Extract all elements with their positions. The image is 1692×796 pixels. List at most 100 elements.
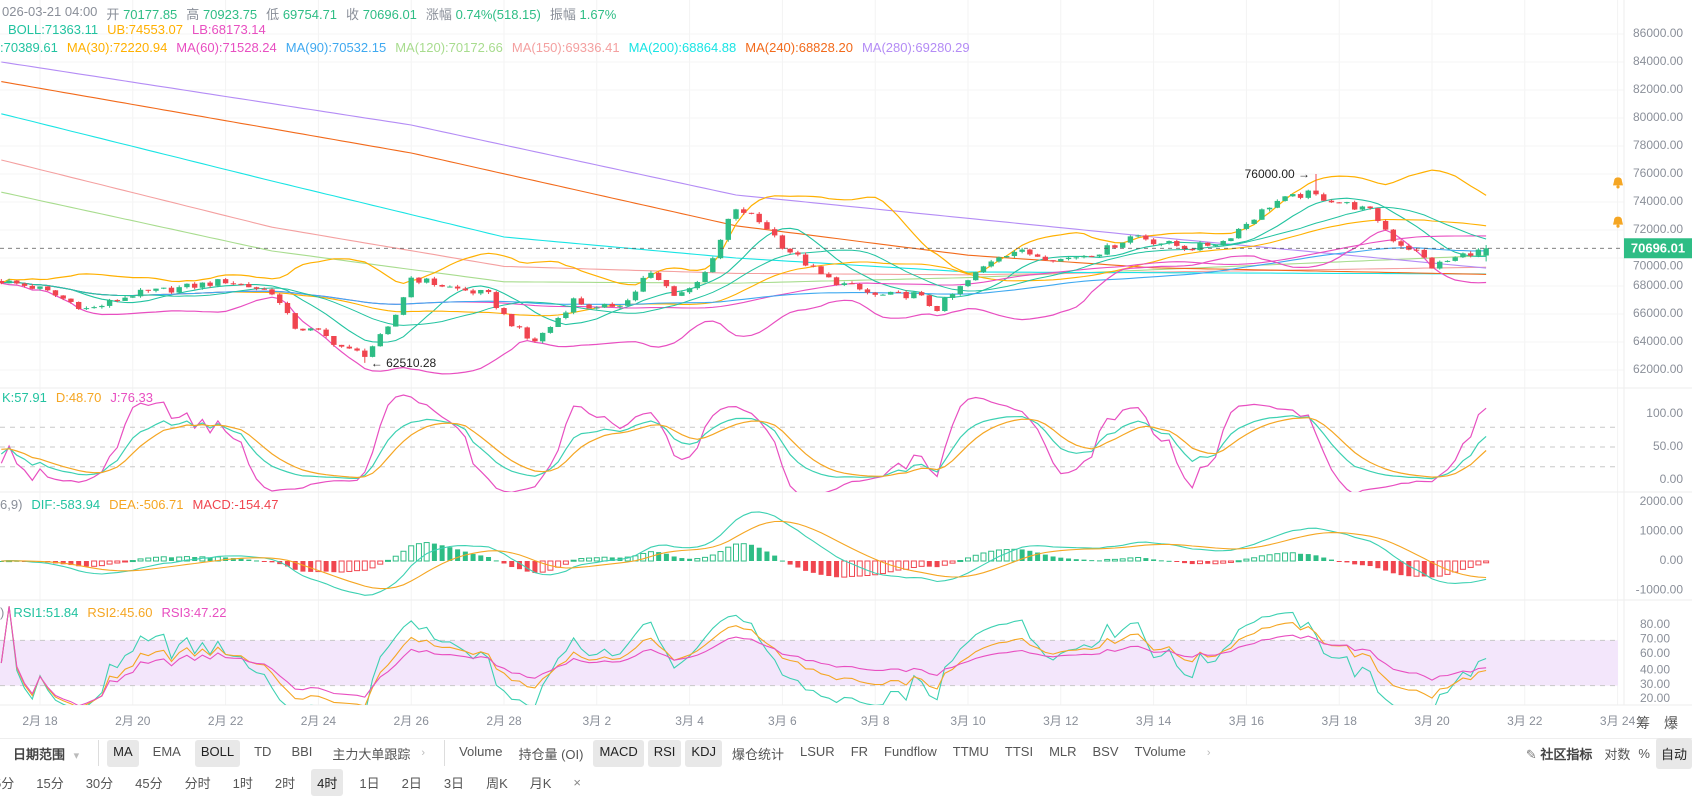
interval-3-[interactable]: 3日	[443, 775, 465, 791]
current-price-value: 70696.01	[1631, 241, 1685, 256]
kline-chart[interactable]: 86000.00 84000.00 82000.00 80000.00 78000.00…	[0, 0, 1692, 736]
candle	[741, 207, 747, 215]
ma-legend-item: MA(30):72220.94	[66, 40, 168, 55]
price-axis-label: 76000.00	[1633, 166, 1683, 180]
macd-histogram-bar	[284, 561, 290, 567]
macd-histogram-bar	[385, 559, 392, 562]
candle-body	[1127, 236, 1134, 243]
chip-distribution-button[interactable]: 筹	[1636, 715, 1650, 731]
interval-2-[interactable]: 2时	[274, 775, 296, 791]
candle-body	[1367, 206, 1373, 209]
interval-4-[interactable]: 4时	[311, 768, 344, 796]
macd-histogram-bar	[934, 561, 940, 568]
main-indicator-td[interactable]: TD	[254, 743, 272, 759]
macd-histogram-bar	[346, 560, 353, 572]
macd-histogram-bar	[702, 556, 709, 562]
candle	[1019, 247, 1025, 254]
interval--[interactable]: 分时	[184, 775, 211, 791]
macd-histogram-bar	[106, 560, 113, 565]
high-label: 高	[186, 7, 200, 22]
sub-indicator-fr[interactable]: FR	[850, 743, 869, 759]
candle-body	[1212, 245, 1219, 247]
macd-histogram-bar	[1406, 561, 1412, 577]
candle	[222, 278, 229, 284]
community-indicators-button[interactable]: ✎ 社区指标	[1520, 740, 1599, 767]
candle-body	[926, 295, 933, 306]
chevron-right-icon[interactable]: ›	[421, 747, 426, 759]
log-scale-toggle[interactable]: 对数	[1604, 746, 1631, 762]
sub-indicator-kdj[interactable]: KDJ	[685, 739, 722, 767]
alert-bell-icon[interactable]	[1613, 216, 1623, 228]
candle	[1460, 252, 1466, 258]
sub-indicator-volume[interactable]: Volume	[459, 743, 503, 759]
date-axis-label: 3月 10	[950, 714, 986, 728]
ma-legend-item: MA(60):71528.24	[176, 40, 277, 55]
candle	[377, 333, 383, 347]
interval-30-[interactable]: 30分	[85, 775, 114, 791]
candle	[872, 291, 878, 297]
interval--k[interactable]: 周K	[486, 775, 508, 791]
close-label: 收	[346, 7, 360, 22]
candle	[0, 278, 5, 285]
interval-15-[interactable]: 15分	[36, 775, 64, 791]
auto-scale-toggle[interactable]: 自动	[1655, 737, 1692, 769]
sub-indicator--oi-[interactable]: 持仓量 (OI)	[518, 746, 584, 762]
main-indicator-ma[interactable]: MA	[107, 739, 139, 767]
candle-body	[114, 299, 121, 301]
candle	[1089, 255, 1095, 258]
main-indicator-bbi[interactable]: BBI	[291, 743, 313, 759]
close-intervals-button[interactable]: ×	[573, 774, 581, 790]
main-indicator-ema[interactable]: EMA	[152, 743, 181, 759]
candle	[1058, 258, 1064, 262]
candle-body	[1460, 253, 1466, 258]
sub-indicator-lsur[interactable]: LSUR	[800, 743, 835, 759]
kdj-legend: K:57.91 D:48.70 J:76.33	[2, 390, 153, 405]
ma-legend-item: :70389.61	[0, 40, 58, 55]
candle-body	[230, 283, 237, 285]
interval-1-[interactable]: 1时	[232, 775, 253, 791]
candle	[1429, 257, 1435, 269]
macd-histogram-bar	[640, 552, 647, 562]
sub-indicator-mlr[interactable]: MLR	[1049, 743, 1077, 759]
interval--k[interactable]: 月K	[529, 775, 552, 791]
sub-indicator-ttmu[interactable]: TTMU	[952, 743, 989, 759]
percent-scale-toggle[interactable]: %	[1638, 745, 1650, 761]
interval-2-[interactable]: 2日	[401, 775, 422, 791]
candle	[748, 212, 755, 215]
macd-histogram-bar	[1042, 554, 1048, 561]
interval-1-[interactable]: 1日	[359, 775, 380, 791]
ma-legend-item: MA(150):69336.41	[511, 40, 620, 55]
sub-indicator-rsi[interactable]: RSI	[647, 739, 682, 767]
sub-indicator-macd[interactable]: MACD	[593, 739, 644, 767]
candle-body	[369, 346, 376, 357]
candle-body	[965, 280, 971, 287]
candle	[632, 290, 639, 302]
macd-histogram-bar	[1220, 560, 1227, 564]
candle-body	[857, 283, 863, 290]
candle-body	[75, 301, 82, 309]
sub-indicator-ttsi[interactable]: TTSI	[1004, 743, 1034, 759]
liquidation-button[interactable]: 爆	[1664, 715, 1678, 731]
chevron-right-icon[interactable]: ›	[1206, 747, 1211, 759]
candle	[532, 337, 538, 343]
candle	[539, 332, 546, 344]
sub-indicator-bsv[interactable]: BSV	[1092, 743, 1119, 759]
macd-histogram-bar	[1050, 556, 1056, 561]
candle	[307, 328, 314, 331]
main-indicator-boll[interactable]: BOLL	[194, 739, 241, 767]
sub-indicator--[interactable]: 爆仓统计	[731, 746, 784, 762]
price-axis-label: 62000.00	[1633, 362, 1683, 376]
interval-45-[interactable]: 45分	[135, 775, 163, 791]
main-indicator--[interactable]: 主力大单跟踪	[332, 746, 411, 762]
sub-indicator-fundflow[interactable]: Fundflow	[884, 743, 937, 759]
candle-body	[671, 286, 677, 296]
date-range-dropdown[interactable]: 日期范围 ▾	[7, 740, 90, 767]
sub-indicator-tvolume[interactable]: TVolume	[1134, 743, 1186, 759]
interval-5-[interactable]: 5分	[0, 775, 15, 791]
macd-histogram-bar	[980, 552, 987, 562]
candle-body	[1089, 255, 1095, 257]
candle	[1406, 243, 1412, 251]
alert-bell-icon[interactable]	[1613, 177, 1623, 189]
candle-body	[655, 272, 662, 280]
macd-histogram-bar	[748, 544, 754, 561]
